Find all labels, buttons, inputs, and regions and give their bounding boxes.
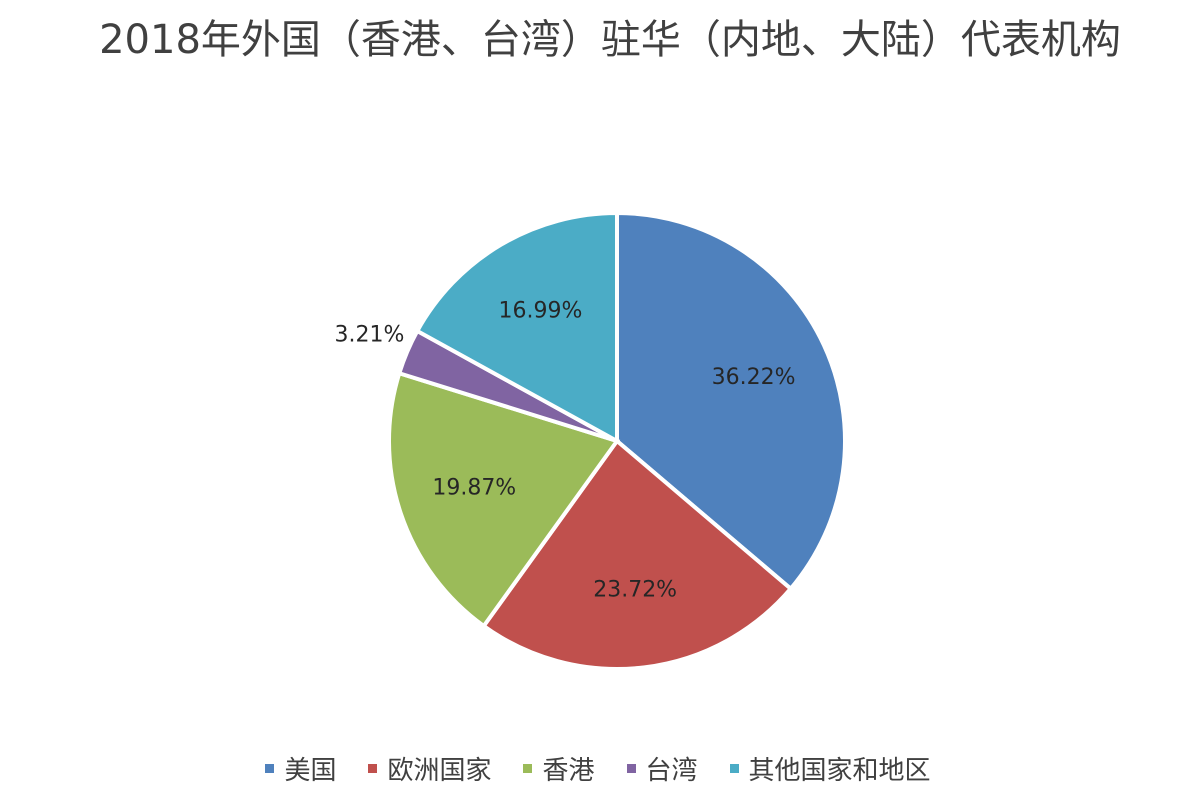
legend-label: 欧洲国家 bbox=[387, 756, 492, 786]
legend-label: 其他国家和地区 bbox=[748, 756, 931, 786]
legend-item: 香港 bbox=[523, 750, 595, 787]
data-label: 23.72% bbox=[593, 577, 677, 602]
legend-swatch bbox=[265, 764, 275, 773]
pie-slice bbox=[387, 370, 621, 629]
data-label: 16.99% bbox=[499, 298, 583, 323]
legend: 美国 欧洲国家 香港 台湾 其他国家和地区 bbox=[0, 750, 1196, 787]
data-label: 19.87% bbox=[432, 476, 516, 501]
legend-item: 美国 bbox=[265, 750, 336, 787]
legend-label: 美国 bbox=[284, 756, 337, 786]
legend-swatch bbox=[729, 764, 739, 773]
legend-label: 台湾 bbox=[645, 756, 698, 786]
data-label: 36.22% bbox=[712, 365, 796, 390]
chart: 36.22% 23.72% 19.87% 3.21% 16.99% bbox=[334, 210, 847, 671]
legend-label: 香港 bbox=[542, 756, 595, 786]
legend-item: 台湾 bbox=[626, 750, 698, 787]
legend-item: 其他国家和地区 bbox=[729, 750, 931, 787]
legend-swatch bbox=[626, 764, 636, 773]
pie-slice bbox=[480, 438, 794, 671]
pie-slice bbox=[615, 210, 847, 592]
legend-swatch bbox=[523, 764, 533, 773]
chart-title: 2018年外国（香港、台湾）驻华（内地、大陆）代表机构 bbox=[99, 17, 1121, 63]
legend-swatch bbox=[368, 764, 378, 773]
legend-item: 欧洲国家 bbox=[368, 750, 491, 787]
pie-slice bbox=[414, 210, 619, 445]
data-label: 3.21% bbox=[335, 323, 405, 348]
